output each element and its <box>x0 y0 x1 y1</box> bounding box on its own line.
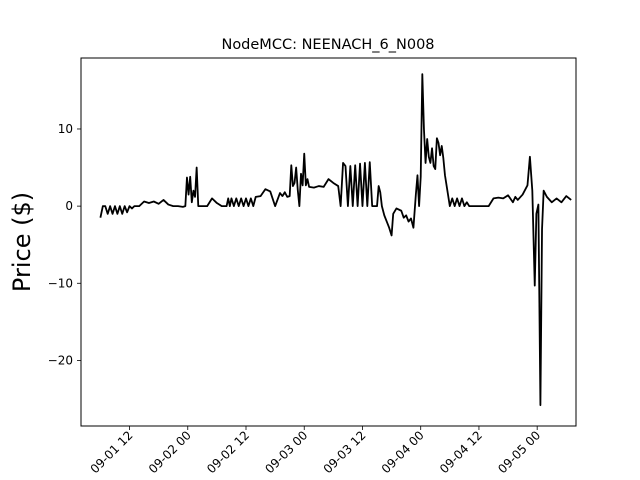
price-series-line <box>99 73 572 407</box>
chart-title: NodeMCC: NEENACH_6_N008 <box>221 37 434 53</box>
y-tick-label: 0 <box>65 199 73 213</box>
y-tick-label: −10 <box>48 276 73 290</box>
plot-area-frame <box>80 57 577 427</box>
y-tick-label: 10 <box>58 122 73 136</box>
y-axis-label: Price ($) <box>8 192 36 292</box>
y-tick-label: −20 <box>48 353 73 367</box>
